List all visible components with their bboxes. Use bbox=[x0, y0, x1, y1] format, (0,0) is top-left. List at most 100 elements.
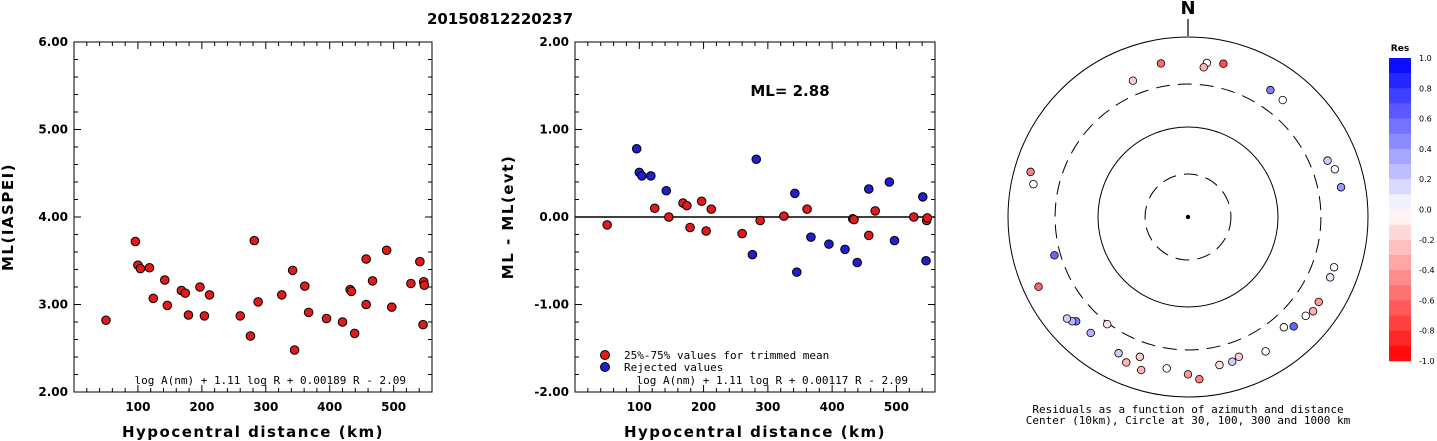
data-point bbox=[287, 265, 298, 276]
north-label: N bbox=[1180, 0, 1195, 19]
data-point bbox=[289, 345, 300, 355]
y-tick-label: 5.00 bbox=[38, 123, 68, 137]
colorbar-swatch bbox=[1389, 164, 1411, 180]
station-marker bbox=[1261, 347, 1270, 356]
data-point bbox=[921, 255, 931, 266]
colorbar-swatch bbox=[1389, 345, 1411, 362]
data-point bbox=[922, 213, 933, 223]
station-marker bbox=[1336, 183, 1346, 192]
data-point bbox=[849, 214, 859, 225]
formula-text: log A(nm) + 1.11 log R + 0.00117 R - 2.0… bbox=[636, 374, 908, 387]
data-point bbox=[747, 249, 758, 260]
data-point bbox=[183, 310, 194, 320]
data-point bbox=[159, 275, 170, 285]
legend-marker-trimmed bbox=[600, 350, 610, 360]
distance-ring-1000km bbox=[1007, 36, 1369, 398]
station-marker bbox=[1034, 282, 1043, 291]
data-point bbox=[791, 267, 802, 277]
axes: -2.00 -1.00 0.00 1.00 2.00 100 200 300 400 500 bbox=[534, 35, 935, 414]
station-marker bbox=[1278, 95, 1287, 105]
data-point bbox=[235, 311, 246, 321]
data-point bbox=[276, 290, 287, 300]
data-point bbox=[299, 281, 310, 291]
data-point bbox=[779, 211, 789, 221]
colorbar-tick-label: 0.4 bbox=[1419, 145, 1432, 154]
caption-line-1: Residuals as a function of azimuth and d… bbox=[1032, 403, 1343, 416]
data-point bbox=[148, 293, 159, 304]
colorbar-swatch bbox=[1389, 179, 1411, 195]
data-point bbox=[863, 184, 874, 194]
colorbar-tick-label: 0.2 bbox=[1419, 175, 1432, 184]
colorbar-tick-label: 0.6 bbox=[1419, 115, 1432, 124]
station-marker bbox=[1114, 349, 1123, 358]
data-points bbox=[602, 143, 933, 277]
y-tick-label: 2.00 bbox=[539, 35, 569, 49]
station-marker bbox=[1330, 165, 1340, 174]
data-point bbox=[162, 300, 173, 311]
data-point bbox=[824, 239, 834, 249]
data-point bbox=[755, 215, 765, 226]
data-point bbox=[806, 232, 816, 242]
station-marker bbox=[1234, 352, 1244, 362]
colorbar-swatch bbox=[1389, 148, 1411, 165]
colorbar-swatch bbox=[1389, 73, 1411, 89]
data-point bbox=[696, 196, 707, 207]
y-tick-label: 0.00 bbox=[539, 210, 569, 224]
data-point bbox=[419, 280, 430, 291]
y-tick-label: -2.00 bbox=[534, 385, 569, 399]
distance-ring-100km bbox=[1097, 126, 1279, 308]
data-point bbox=[415, 256, 425, 267]
data-point bbox=[386, 302, 397, 312]
data-point bbox=[790, 188, 800, 199]
colorbar-swatch bbox=[1389, 118, 1411, 135]
residual-colorbar: Res 1.0 0.8 0.6 0.4 0.2 0.0 -0.2 -0.4 -0.6 -0.8 -1… bbox=[1389, 44, 1435, 366]
center-marker bbox=[1185, 214, 1191, 220]
station-marker bbox=[1156, 59, 1166, 68]
data-point bbox=[917, 192, 928, 202]
colorbar-tick-label: -1.0 bbox=[1419, 357, 1435, 366]
station-marker bbox=[1135, 352, 1145, 362]
data-point bbox=[180, 288, 191, 298]
data-point bbox=[346, 286, 357, 297]
colorbar-swatch bbox=[1389, 58, 1411, 74]
ml-value-annotation: ML= 2.88 bbox=[750, 82, 829, 100]
data-point bbox=[321, 313, 332, 324]
colorbar-tick-label: -0.6 bbox=[1419, 296, 1435, 305]
station-marker bbox=[1325, 273, 1335, 282]
station-marker bbox=[1279, 323, 1289, 332]
legend-label-trimmed: 25%-75% values for trimmed mean bbox=[624, 349, 829, 362]
data-point bbox=[751, 154, 762, 165]
station-marker bbox=[1228, 357, 1237, 366]
axes: 2.00 3.00 4.00 5.00 6.00 100 200 300 400 500 bbox=[38, 35, 432, 414]
formula-text: log A(nm) + 1.11 log R + 0.00189 R - 2.0… bbox=[134, 374, 406, 387]
colorbar-swatch bbox=[1389, 88, 1411, 104]
station-marker bbox=[1199, 63, 1208, 72]
data-point bbox=[664, 212, 674, 222]
residual-scatter-panel: -2.00 -1.00 0.00 1.00 2.00 100 200 300 400 500 Hy… bbox=[499, 35, 936, 441]
data-point bbox=[682, 200, 692, 211]
station-marker bbox=[1122, 358, 1131, 367]
y-tick-label: 4.00 bbox=[38, 210, 68, 224]
data-point bbox=[889, 235, 900, 246]
data-point bbox=[406, 278, 416, 289]
x-tick-label: 100 bbox=[627, 400, 652, 414]
data-point bbox=[706, 204, 717, 214]
data-point bbox=[249, 235, 260, 246]
colorbar-swatch bbox=[1389, 315, 1411, 331]
x-tick-label: 300 bbox=[755, 400, 780, 414]
colorbar-swatch bbox=[1389, 285, 1411, 301]
data-point bbox=[337, 317, 348, 327]
data-point bbox=[204, 290, 215, 300]
distance-rings bbox=[1007, 36, 1369, 398]
data-point bbox=[884, 177, 895, 187]
x-tick-label: 500 bbox=[884, 400, 909, 414]
colorbar-swatch bbox=[1389, 239, 1411, 256]
colorbar-tick-label: -0.4 bbox=[1419, 266, 1435, 275]
data-point bbox=[908, 212, 919, 222]
colorbar-title: Res bbox=[1391, 44, 1409, 54]
station-marker bbox=[1314, 297, 1323, 307]
colorbar-swatch bbox=[1389, 254, 1411, 271]
polar-residual-panel: N Residuals as a function of azimuth and… bbox=[1007, 0, 1369, 427]
station-marker bbox=[1050, 251, 1059, 260]
